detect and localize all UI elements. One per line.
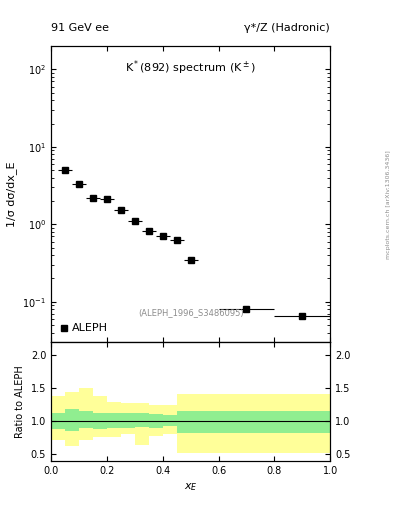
Text: (ALEPH_1996_S3486095): (ALEPH_1996_S3486095) (138, 308, 243, 317)
Text: K$^*$(892) spectrum (K$^\pm$): K$^*$(892) spectrum (K$^\pm$) (125, 58, 256, 76)
Y-axis label: Ratio to ALEPH: Ratio to ALEPH (15, 365, 25, 438)
Y-axis label: 1/σ dσ/dx_E: 1/σ dσ/dx_E (6, 161, 17, 227)
Legend: ALEPH: ALEPH (57, 320, 112, 337)
Text: 91 GeV ee: 91 GeV ee (51, 23, 109, 33)
Text: mcplots.cern.ch [arXiv:1306.3436]: mcplots.cern.ch [arXiv:1306.3436] (386, 151, 391, 259)
Text: γ*/Z (Hadronic): γ*/Z (Hadronic) (244, 23, 330, 33)
X-axis label: $x_E$: $x_E$ (184, 481, 197, 493)
